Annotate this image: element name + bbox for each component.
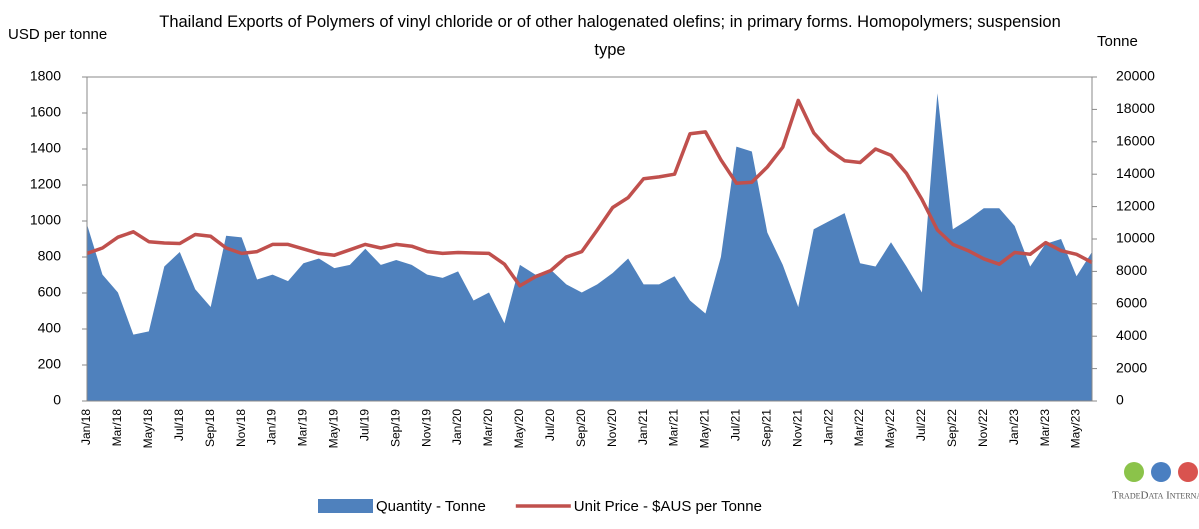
y-tick-label: 1000 — [30, 212, 61, 228]
y-tick-label: 0 — [53, 392, 61, 408]
x-tick-label: Sep/19 — [388, 409, 402, 447]
y2-tick-label: 20000 — [1116, 68, 1155, 84]
legend-label: Quantity - Tonne — [376, 498, 486, 515]
y-tick-label: 800 — [38, 248, 62, 264]
x-tick-label: Nov/18 — [234, 409, 248, 447]
y2-tick-label: 18000 — [1116, 100, 1155, 116]
y-tick-label: 1400 — [30, 140, 61, 156]
y2-tick-label: 10000 — [1116, 230, 1155, 246]
x-tick-label: Sep/18 — [203, 409, 217, 447]
y-axis-title: USD per tonne — [8, 26, 107, 43]
y2-tick-label: 8000 — [1116, 262, 1147, 278]
x-tick-label: Jan/18 — [79, 409, 93, 445]
x-tick-label: Jan/22 — [821, 409, 835, 445]
x-tick-label: Jul/18 — [172, 409, 186, 441]
y2-tick-label: 14000 — [1116, 165, 1155, 181]
y-tick-label: 600 — [38, 284, 62, 300]
x-tick-label: Jul/21 — [729, 409, 743, 441]
legend-label: Unit Price - $AUS per Tonne — [574, 498, 762, 515]
x-tick-label: Jul/20 — [543, 409, 557, 441]
y-tick-label: 1800 — [30, 68, 61, 84]
x-tick-label: May/21 — [698, 409, 712, 449]
x-tick-label: Jul/19 — [357, 409, 371, 441]
y-tick-label: 400 — [38, 320, 62, 336]
y2-axis-title: Tonne — [1097, 33, 1138, 50]
x-tick-label: Sep/20 — [574, 409, 588, 447]
y2-tick-label: 16000 — [1116, 133, 1155, 149]
area — [87, 93, 1092, 401]
x-tick-label: Mar/21 — [667, 409, 681, 447]
chart-title: Thailand Exports of Polymers of vinyl ch… — [159, 13, 1061, 59]
logo-icon — [1124, 462, 1144, 482]
x-tick-label: Jan/20 — [450, 409, 464, 445]
x-tick-label: Jan/21 — [636, 409, 650, 445]
x-tick-label: May/23 — [1069, 409, 1083, 449]
legend-swatch — [318, 499, 373, 513]
x-tick-label: Jul/22 — [914, 409, 928, 441]
logo-icon — [1151, 462, 1171, 482]
x-tick-label: Sep/21 — [759, 409, 773, 447]
x-tick-label: Mar/19 — [296, 409, 310, 447]
x-tick-label: Jan/19 — [265, 409, 279, 445]
y2-tick-label: 6000 — [1116, 295, 1147, 311]
x-tick-label: Nov/19 — [419, 409, 433, 447]
y-tick-label: 200 — [38, 356, 62, 372]
y-tick-label: 1600 — [30, 104, 61, 120]
x-tick-label: Nov/22 — [976, 409, 990, 447]
x-tick-label: May/22 — [883, 409, 897, 449]
y2-tick-label: 12000 — [1116, 197, 1155, 213]
line — [86, 98, 1093, 288]
x-tick-label: Mar/20 — [481, 409, 495, 447]
logo-text: TradeData International — [1112, 490, 1199, 502]
x-tick-label: Mar/22 — [852, 409, 866, 447]
x-tick-label: Nov/21 — [790, 409, 804, 447]
x-tick-label: Nov/20 — [605, 409, 619, 447]
x-tick-label: Mar/18 — [110, 409, 124, 447]
y2-tick-label: 2000 — [1116, 359, 1147, 375]
x-tick-label: Jan/23 — [1007, 409, 1021, 445]
x-tick-label: Mar/23 — [1038, 409, 1052, 447]
x-tick-label: May/19 — [327, 409, 341, 449]
y2-tick-label: 4000 — [1116, 327, 1147, 343]
x-tick-label: May/18 — [141, 409, 155, 449]
y-tick-label: 1200 — [30, 176, 61, 192]
y2-tick-label: 0 — [1116, 392, 1124, 408]
x-tick-label: May/20 — [512, 409, 526, 449]
x-tick-label: Sep/22 — [945, 409, 959, 447]
logo-icon — [1178, 462, 1198, 482]
